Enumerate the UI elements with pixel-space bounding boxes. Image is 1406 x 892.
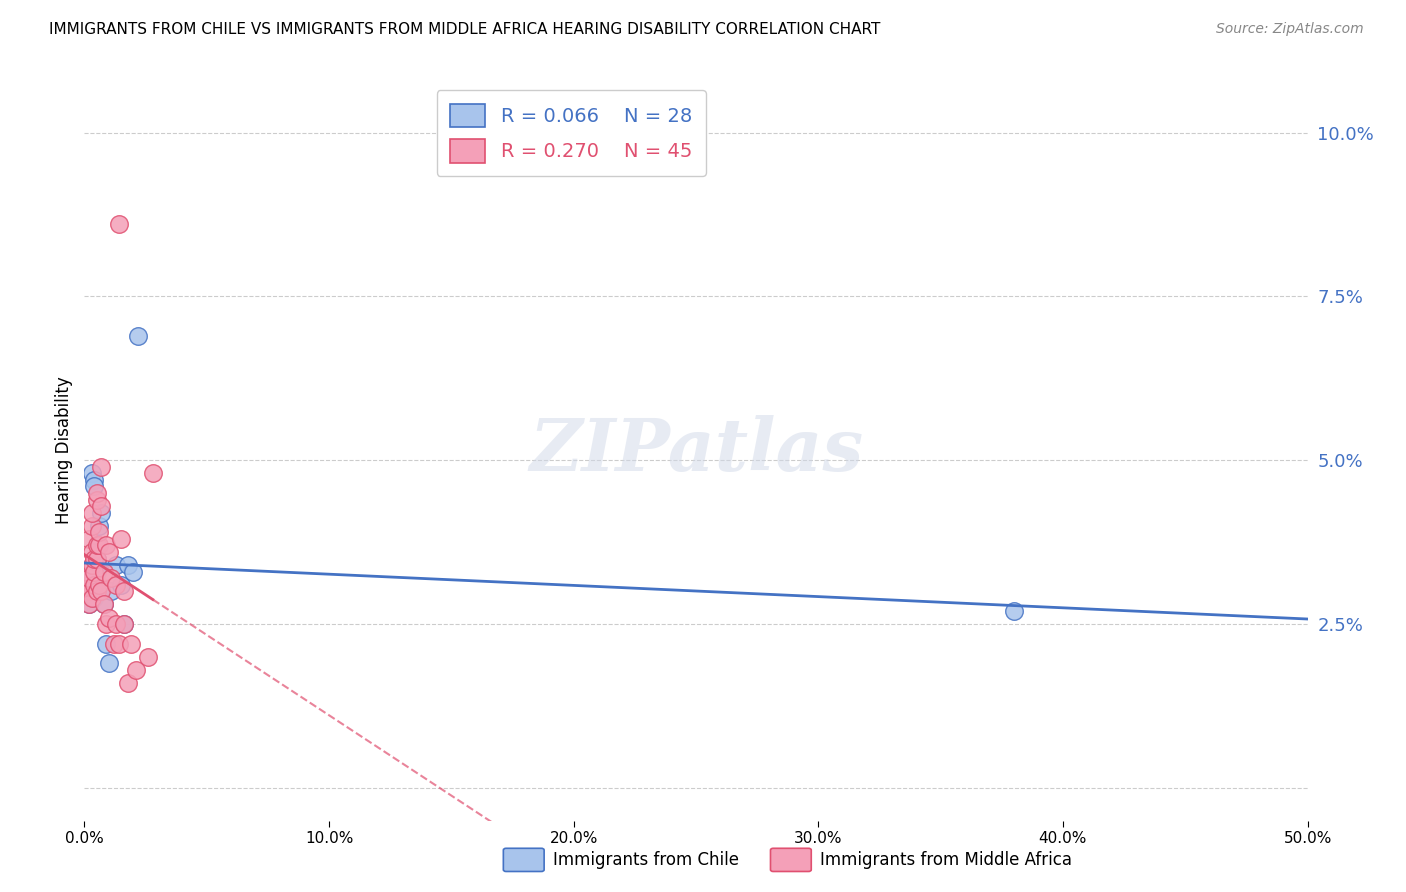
Point xyxy=(120,637,142,651)
Point xyxy=(93,565,115,579)
Point xyxy=(77,565,100,579)
Point xyxy=(83,571,105,585)
Point xyxy=(83,479,105,493)
Point xyxy=(136,649,159,664)
Point xyxy=(97,657,120,671)
Point xyxy=(80,518,103,533)
Point xyxy=(77,532,100,546)
Legend: R = 0.066    N = 28, R = 0.270    N = 45: R = 0.066 N = 28, R = 0.270 N = 45 xyxy=(437,90,706,177)
Point xyxy=(77,571,100,585)
Point xyxy=(76,584,98,599)
Point xyxy=(80,578,103,592)
Point xyxy=(86,492,108,507)
Point xyxy=(103,637,125,651)
Point xyxy=(80,584,103,599)
Point xyxy=(93,598,115,612)
Point xyxy=(87,578,110,592)
Point xyxy=(127,328,149,343)
Point xyxy=(86,551,108,566)
Point xyxy=(96,539,118,553)
Text: Immigrants from Chile: Immigrants from Chile xyxy=(553,851,738,869)
Point xyxy=(86,486,108,500)
Point xyxy=(83,578,105,592)
Point xyxy=(80,558,103,573)
Point xyxy=(1002,604,1025,618)
Point xyxy=(86,565,108,579)
Point xyxy=(83,565,105,579)
Point xyxy=(80,506,103,520)
Y-axis label: Hearing Disability: Hearing Disability xyxy=(55,376,73,524)
Point xyxy=(86,578,108,592)
Point xyxy=(83,551,105,566)
Point xyxy=(77,598,100,612)
Text: IMMIGRANTS FROM CHILE VS IMMIGRANTS FROM MIDDLE AFRICA HEARING DISABILITY CORREL: IMMIGRANTS FROM CHILE VS IMMIGRANTS FROM… xyxy=(49,22,880,37)
Point xyxy=(112,584,135,599)
Point xyxy=(87,584,110,599)
Point xyxy=(83,473,105,487)
Point xyxy=(86,584,108,599)
Point xyxy=(90,506,112,520)
Point xyxy=(87,525,110,540)
Point xyxy=(97,610,120,624)
Point xyxy=(87,518,110,533)
Point xyxy=(96,617,118,632)
Point xyxy=(107,218,129,232)
Point xyxy=(76,584,98,599)
Point xyxy=(86,551,108,566)
Text: ZIPatlas: ZIPatlas xyxy=(529,415,863,486)
Point xyxy=(90,584,112,599)
Point xyxy=(93,598,115,612)
Point xyxy=(90,499,112,513)
Point xyxy=(142,467,165,481)
Text: Source: ZipAtlas.com: Source: ZipAtlas.com xyxy=(1216,22,1364,37)
Point xyxy=(105,558,128,573)
Point xyxy=(80,467,103,481)
Text: Immigrants from Middle Africa: Immigrants from Middle Africa xyxy=(820,851,1071,869)
Point xyxy=(100,571,122,585)
Point xyxy=(77,584,100,599)
Point xyxy=(117,676,139,690)
Point xyxy=(87,539,110,553)
Point xyxy=(110,578,132,592)
Point xyxy=(76,565,98,579)
Point xyxy=(80,545,103,559)
Point xyxy=(83,591,105,605)
Point xyxy=(112,617,135,632)
Point xyxy=(86,558,108,573)
Point xyxy=(80,591,103,605)
Point xyxy=(97,545,120,559)
Point xyxy=(112,617,135,632)
Point xyxy=(110,532,132,546)
Point xyxy=(76,578,98,592)
Point xyxy=(125,663,148,677)
Point xyxy=(122,565,145,579)
Point xyxy=(86,539,108,553)
Point xyxy=(96,637,118,651)
Point xyxy=(105,617,128,632)
Point xyxy=(117,558,139,573)
Point xyxy=(107,637,129,651)
Point xyxy=(90,459,112,474)
Point xyxy=(105,578,128,592)
Point xyxy=(77,598,100,612)
Point xyxy=(100,584,122,599)
